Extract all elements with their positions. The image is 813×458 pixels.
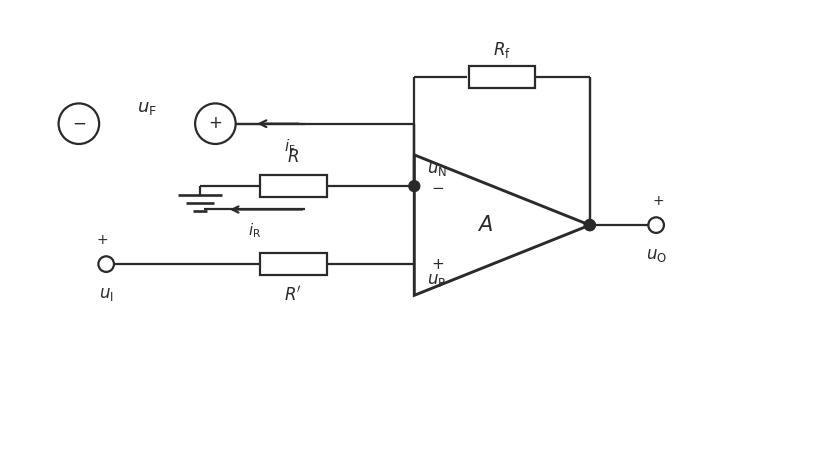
Text: $u_{\mathrm{O}}$: $u_{\mathrm{O}}$	[646, 247, 667, 264]
Bar	[260, 175, 327, 197]
Text: $+$: $+$	[96, 233, 108, 247]
Circle shape	[409, 180, 420, 191]
Text: $u_{\mathrm{N}}$: $u_{\mathrm{N}}$	[427, 161, 447, 178]
Text: $u_{\mathrm{P}}$: $u_{\mathrm{P}}$	[427, 272, 446, 289]
Text: $+$: $+$	[432, 256, 445, 272]
Text: $i_{\mathrm{F}}$: $i_{\mathrm{F}}$	[284, 137, 295, 156]
Text: $-$: $-$	[432, 179, 445, 194]
Text: $u_{\mathrm{F}}$: $u_{\mathrm{F}}$	[137, 99, 157, 117]
Text: $-$: $-$	[72, 114, 86, 132]
Bar	[260, 253, 327, 275]
Circle shape	[585, 220, 595, 230]
Text: $u_{\mathrm{I}}$: $u_{\mathrm{I}}$	[99, 286, 114, 303]
Text: $+$: $+$	[652, 194, 663, 208]
Text: $R_{\mathrm{f}}$: $R_{\mathrm{f}}$	[493, 40, 511, 60]
Circle shape	[585, 220, 595, 230]
Text: $A$: $A$	[476, 215, 493, 235]
Text: $R$: $R$	[288, 149, 299, 166]
Text: $R'$: $R'$	[285, 285, 302, 304]
Text: $i_{\mathrm{R}}$: $i_{\mathrm{R}}$	[248, 221, 261, 240]
Bar	[469, 66, 535, 88]
Text: $+$: $+$	[208, 114, 223, 132]
